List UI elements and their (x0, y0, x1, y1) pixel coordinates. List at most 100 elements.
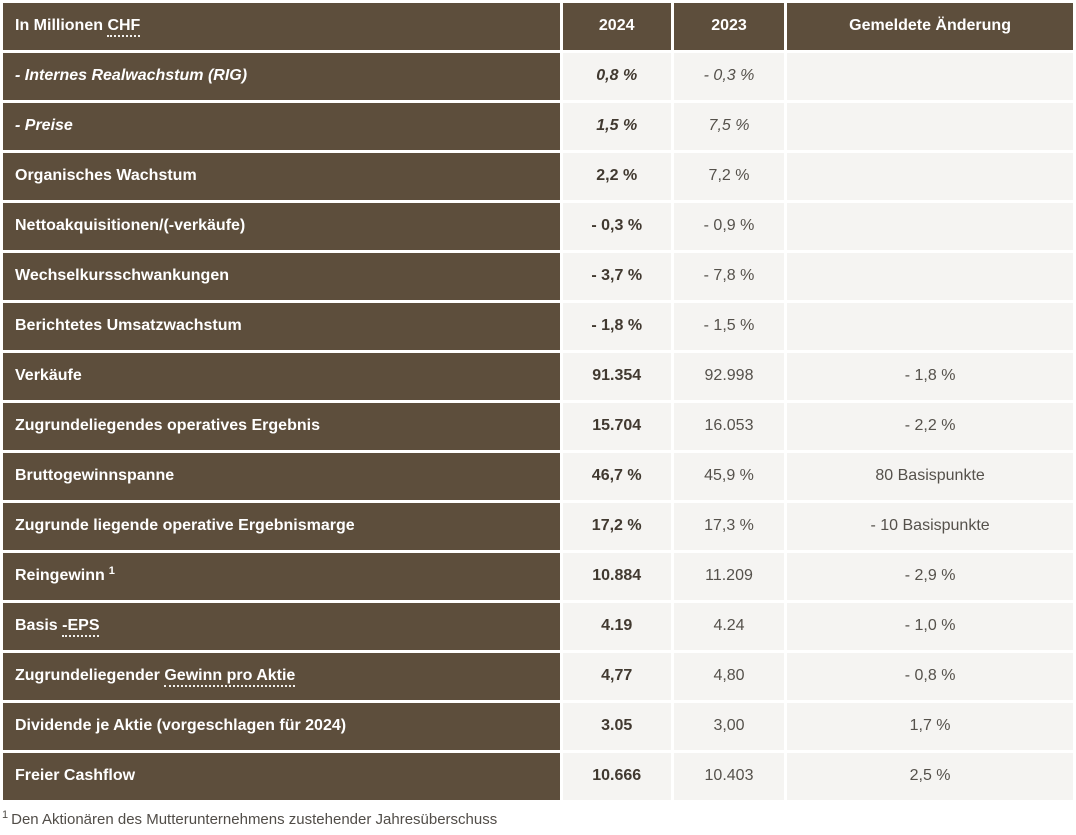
cell-2023: 7,2 % (673, 153, 785, 200)
glossary-term[interactable]: -EPS (62, 617, 100, 638)
footnote: 1 Den Aktionären des Mutterunternehmens z… (2, 809, 1076, 828)
cell-2023: 17,3 % (673, 503, 785, 550)
cell-2024: 4,77 (562, 653, 671, 700)
row-label-cell: Zugrunde liegende operative Ergebnismarg… (3, 503, 560, 550)
row-label-cell: Bruttogewinnspanne (3, 453, 560, 500)
row-label-text: Zugrunde liegende operative Ergebnismarg… (15, 517, 355, 535)
cell-2024: 10.884 (562, 553, 671, 600)
cell-2024: 0,8 % (562, 53, 671, 100)
row-label-cell: Verkäufe (3, 353, 560, 400)
cell-2023: 7,5 % (673, 103, 785, 150)
cell-change: - 1,0 % (787, 603, 1073, 650)
table-row: Nettoakquisitionen/(-verkäufe) - 0,3 % - 0… (3, 203, 1073, 250)
row-label-cell: Nettoakquisitionen/(-verkäufe) (3, 203, 560, 250)
cell-change (787, 103, 1073, 150)
table-row: Dividende je Aktie (vorgeschlagen für 20… (3, 703, 1073, 750)
cell-2023: 92.998 (673, 353, 785, 400)
cell-change: 2,5 % (787, 753, 1073, 800)
cell-2023: - 7,8 % (673, 253, 785, 300)
row-label-text: Dividende je Aktie (vorgeschlagen für 20… (15, 717, 347, 735)
row-label-text: Nettoakquisitionen/(-verkäufe) (15, 217, 246, 235)
row-label-cell: Wechselkursschwankungen (3, 253, 560, 300)
cell-change (787, 303, 1073, 350)
cell-change: - 1,8 % (787, 353, 1073, 400)
table-row: Zugrunde liegende operative Ergebnismarg… (3, 503, 1073, 550)
cell-2023: 16.053 (673, 403, 785, 450)
row-label-cell: Basis -EPS (3, 603, 560, 650)
table-row: - Preise 1,5 % 7,5 % (3, 103, 1073, 150)
cell-2024: 1,5 % (562, 103, 671, 150)
glossary-term-chf[interactable]: CHF (107, 17, 141, 38)
table-header-row: In Millionen CHF 2024 2023 Gemeldete Änd… (3, 3, 1073, 50)
footnote-text: Den Aktionären des Mutterunternehmens zu… (11, 811, 498, 828)
table-row: Wechselkursschwankungen - 3,7 % - 7,8 % (3, 253, 1073, 300)
cell-2024: 4.19 (562, 603, 671, 650)
row-label-text: Zugrundeliegendes operatives Ergebnis (15, 417, 320, 435)
table-row: Bruttogewinnspanne 46,7 % 45,9 % 80 Basispu… (3, 453, 1073, 500)
table-row: - Internes Realwachstum (RIG) 0,8 % - 0,3 … (3, 53, 1073, 100)
table-row: Organisches Wachstum 2,2 % 7,2 % (3, 153, 1073, 200)
cell-2024: - 3,7 % (562, 253, 671, 300)
row-label-text: Berichtetes Umsatzwachstum (15, 317, 242, 335)
cell-change: - 0,8 % (787, 653, 1073, 700)
table-row: Verkäufe 91.354 92.998- 1,8 % (3, 353, 1073, 400)
row-label-text: Reingewinn (15, 567, 105, 585)
cell-2023: - 0,9 % (673, 203, 785, 250)
financial-results-table: In Millionen CHF 2024 2023 Gemeldete Änd… (3, 3, 1073, 800)
header-label-text: In Millionen (15, 17, 108, 35)
row-label-cell: Freier Cashflow (3, 753, 560, 800)
row-label-text: Wechselkursschwankungen (15, 267, 229, 285)
cell-2024: 10.666 (562, 753, 671, 800)
row-label-text: Bruttogewinnspanne (15, 467, 175, 485)
row-label-text: - Preise (15, 117, 73, 135)
row-label-cell: Organisches Wachstum (3, 153, 560, 200)
cell-change: - 2,2 % (787, 403, 1073, 450)
cell-2024: 91.354 (562, 353, 671, 400)
row-label-text: Zugrundeliegender (15, 667, 165, 685)
table-row: Freier Cashflow 10.666 10.403 2,5 % (3, 753, 1073, 800)
header-col-2023: 2023 (673, 3, 785, 50)
cell-change (787, 253, 1073, 300)
row-label-text: Freier Cashflow (15, 767, 136, 785)
row-label-cell: Zugrundeliegendes operatives Ergebnis (3, 403, 560, 450)
row-label-cell: Berichtetes Umsatzwachstum (3, 303, 560, 350)
header-col-2024: 2024 (562, 3, 671, 50)
row-label-cell: - Preise (3, 103, 560, 150)
cell-change (787, 53, 1073, 100)
cell-change (787, 153, 1073, 200)
footnote-marker-ref: 1 (108, 564, 115, 577)
cell-2023: 10.403 (673, 753, 785, 800)
row-label-cell: - Internes Realwachstum (RIG) (3, 53, 560, 100)
table-row: Basis -EPS 4.19 4.24- 1,0 % (3, 603, 1073, 650)
header-label-cell: In Millionen CHF (3, 3, 560, 50)
cell-change (787, 203, 1073, 250)
table-row: Berichtetes Umsatzwachstum - 1,8 % - 1,5 % (3, 303, 1073, 350)
row-label-text: Organisches Wachstum (15, 167, 197, 185)
cell-2023: 4,80 (673, 653, 785, 700)
row-label-text: - Internes Realwachstum (RIG) (15, 67, 248, 85)
cell-change: 80 Basispunkte (787, 453, 1073, 500)
cell-2024: 3.05 (562, 703, 671, 750)
table-row: Reingewinn 1 10.884 11.209- 2,9 % (3, 553, 1073, 600)
cell-2023: 4.24 (673, 603, 785, 650)
cell-change: - 10 Basispunkte (787, 503, 1073, 550)
row-label-text: Basis (15, 617, 63, 635)
cell-2023: - 1,5 % (673, 303, 785, 350)
cell-2023: 11.209 (673, 553, 785, 600)
table-row: Zugrundeliegender Gewinn pro Aktie 4,77 4,… (3, 653, 1073, 700)
glossary-term[interactable]: Gewinn pro Aktie (164, 667, 296, 688)
cell-change: - 2,9 % (787, 553, 1073, 600)
cell-2024: - 0,3 % (562, 203, 671, 250)
cell-2023: 3,00 (673, 703, 785, 750)
cell-2024: 46,7 % (562, 453, 671, 500)
row-label-text: Verkäufe (15, 367, 82, 385)
header-col-change: Gemeldete Änderung (787, 3, 1073, 50)
cell-change: 1,7 % (787, 703, 1073, 750)
table-row: Zugrundeliegendes operatives Ergebnis 15.… (3, 403, 1073, 450)
cell-2023: 45,9 % (673, 453, 785, 500)
row-label-cell: Reingewinn 1 (3, 553, 560, 600)
cell-2024: 17,2 % (562, 503, 671, 550)
cell-2023: - 0,3 % (673, 53, 785, 100)
table-body: - Internes Realwachstum (RIG) 0,8 % - 0,3 … (3, 53, 1073, 800)
